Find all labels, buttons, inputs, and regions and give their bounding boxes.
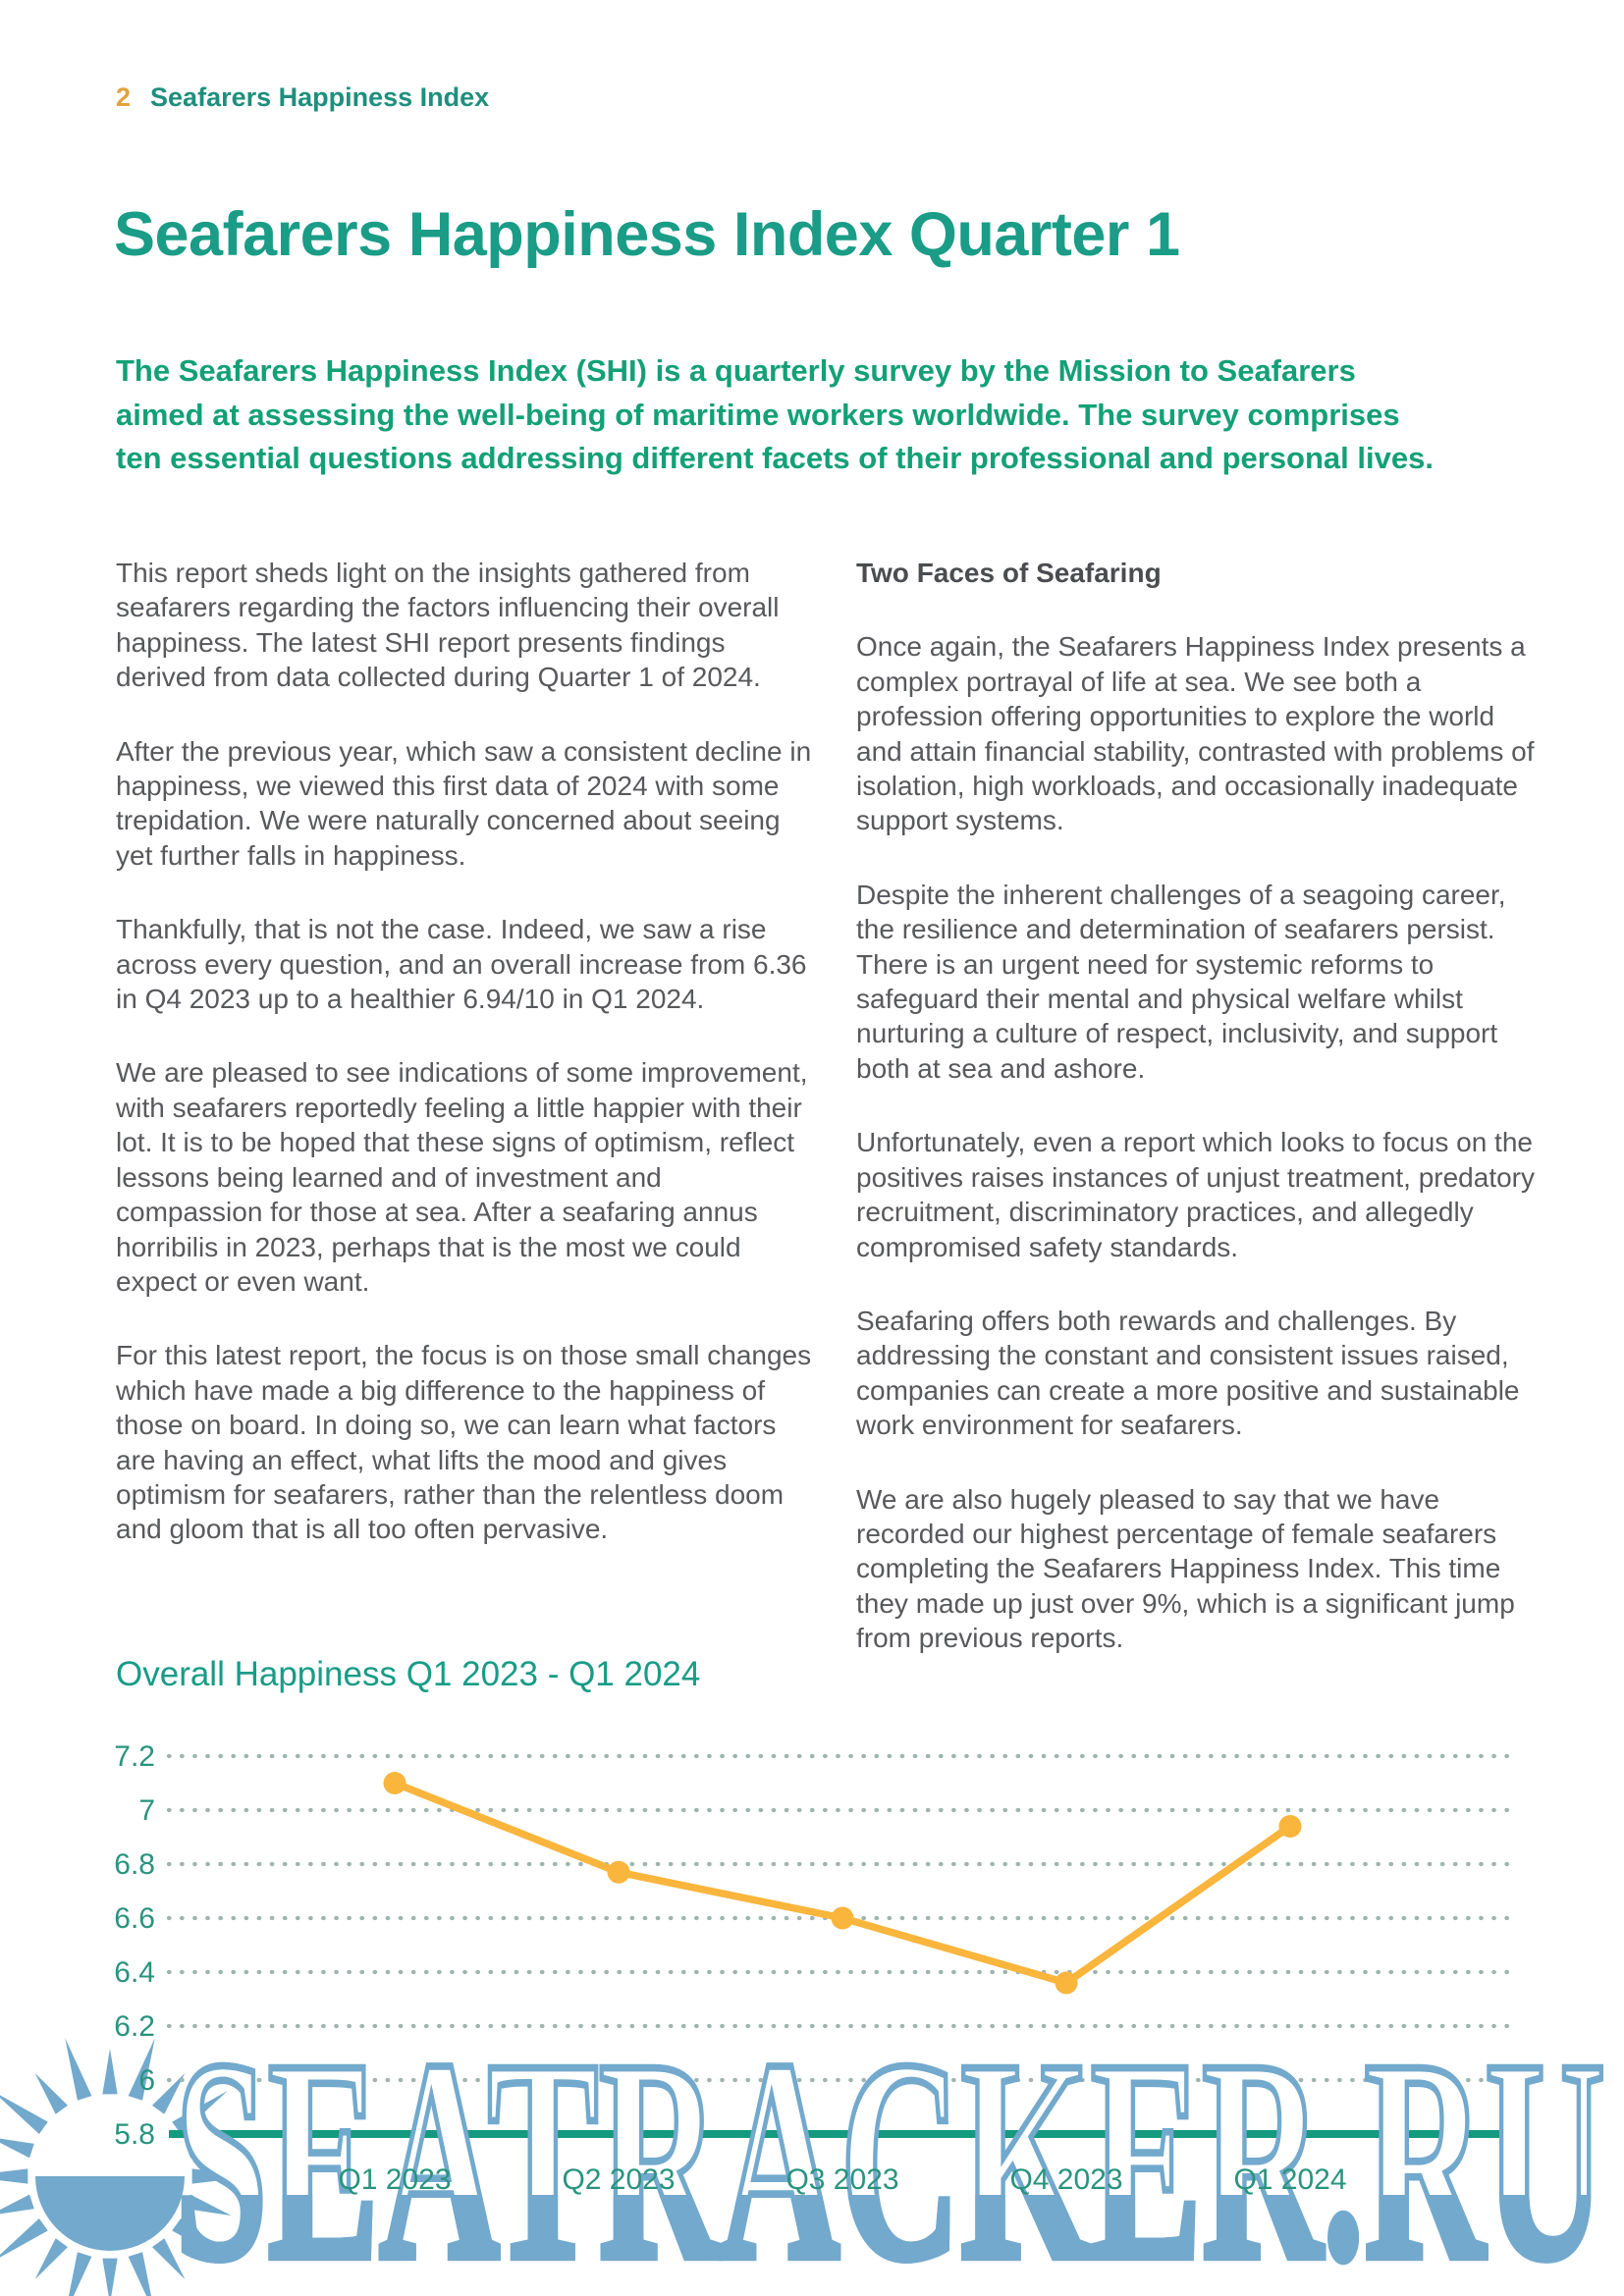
page-number: 2 (116, 82, 132, 112)
intro-line: aimed at assessing the well-being of mar… (116, 397, 1400, 432)
paragraph: After the previous year, which saw a con… (116, 735, 812, 871)
intro-standfirst: The Seafarers Happiness Index (SHI) is a… (116, 349, 1490, 481)
intro-line: The Seafarers Happiness Index (SHI) is a… (116, 353, 1356, 388)
paragraph: Unfortunately, even a report which looks… (856, 1127, 1536, 1262)
paragraph: Seafaring offers both rewards and challe… (856, 1305, 1520, 1441)
paragraph: This report sheds light on the insights … (116, 558, 780, 693)
paragraph: Once again, the Seafarers Happiness Inde… (856, 631, 1535, 836)
x-tick-label: Q1 2024 (1233, 2163, 1346, 2196)
chart-title: Overall Happiness Q1 2023 - Q1 2024 (116, 1655, 701, 1693)
running-header: 2 Seafarers Happiness Index (116, 82, 489, 113)
intro-line: ten essential questions addressing diffe… (116, 441, 1434, 475)
y-tick-label: 6.2 (114, 2010, 155, 2043)
x-tick-label: Q2 2023 (562, 2163, 675, 2196)
paragraph: For this latest report, the focus is on … (116, 1340, 812, 1545)
x-tick-label: Q4 2023 (1009, 2163, 1122, 2196)
page-title: Seafarers Happiness Index Quarter 1 (114, 200, 1180, 269)
body-column-right: Two Faces of Seafaring Once again, the S… (856, 556, 1543, 1695)
y-tick-label: 6.6 (114, 1902, 155, 1935)
section-subheading: Two Faces of Seafaring (856, 558, 1162, 588)
x-tick-label: Q3 2023 (785, 2163, 898, 2196)
x-tick-label: Q1 2023 (338, 2163, 451, 2196)
y-tick-label: 6 (138, 2064, 155, 2097)
paragraph: We are also hugely pleased to say that w… (856, 1483, 1515, 1654)
happiness-line-chart (166, 1753, 1511, 2138)
sun-logo-watermark (0, 2038, 255, 2296)
chart-axis-labels: 7.2 7 6.8 6.6 6.4 6.2 6 5.8 Q1 2023 Q2 2023 Q3 202… (114, 1740, 1346, 2196)
y-tick-label: 5.8 (114, 2118, 155, 2151)
body-column-left: This report sheds light on the insights … (116, 556, 815, 1586)
running-header-title: Seafarers Happiness Index (150, 82, 490, 112)
paragraph: Thankfully, that is not the case. Indeed… (116, 914, 807, 1015)
y-tick-label: 6.8 (114, 1848, 155, 1881)
paragraph: Despite the inherent challenges of a sea… (856, 879, 1506, 1084)
y-tick-label: 7.2 (114, 1740, 155, 1773)
y-tick-label: 7 (138, 1794, 155, 1827)
paragraph: We are pleased to see indications of som… (116, 1057, 808, 1297)
y-tick-label: 6.4 (114, 1956, 155, 1989)
